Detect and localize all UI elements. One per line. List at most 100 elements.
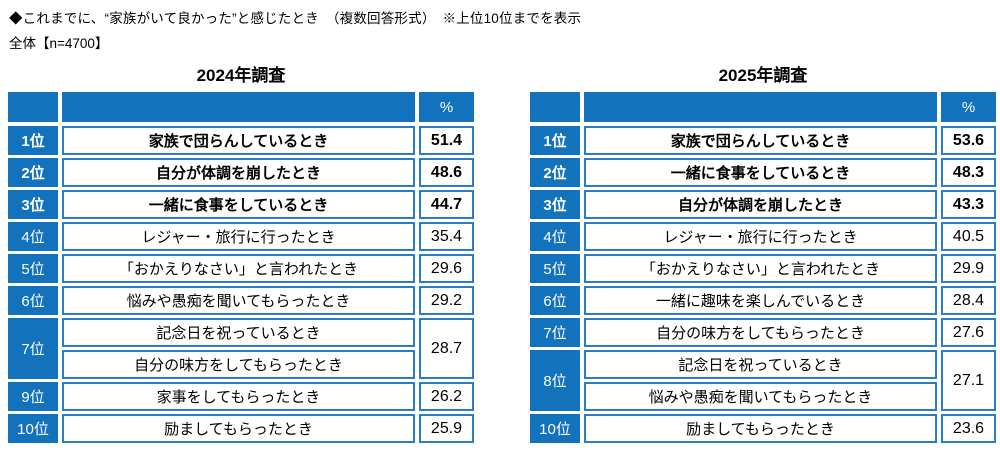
item-cells: 自分が体調を崩したとき (62, 158, 415, 187)
rank-cell: 6位 (530, 286, 580, 315)
item-cell: 一緒に食事をしているとき (584, 158, 937, 187)
percent-value-cell: 28.4 (941, 286, 996, 315)
item-cells: 「おかえりなさい」と言われたとき (584, 254, 937, 283)
percent-value-cell: 27.6 (941, 318, 996, 347)
rank-cell: 7位 (8, 318, 58, 379)
table-row: 10位 励ましてもらったとき 23.6 (530, 414, 996, 443)
table-row: 10位 励ましてもらったとき 25.9 (8, 414, 474, 443)
rank-cell: 3位 (530, 190, 580, 219)
item-cells: 「おかえりなさい」と言われたとき (62, 254, 415, 283)
item-cell: レジャー・旅行に行ったとき (62, 222, 415, 251)
table-row: 3位 一緒に食事をしているとき 44.7 (8, 190, 474, 219)
table-row: 1位 家族で団らんしているとき 53.6 (530, 126, 996, 155)
table-row: 9位 家事をしてもらったとき 26.2 (8, 382, 474, 411)
item-cells: レジャー・旅行に行ったとき (62, 222, 415, 251)
item-cell: 家事をしてもらったとき (62, 382, 415, 411)
table-row: 5位 「おかえりなさい」と言われたとき 29.6 (8, 254, 474, 283)
item-cells: 家事をしてもらったとき (62, 382, 415, 411)
rank-cell: 5位 (8, 254, 58, 283)
item-header-cell (584, 92, 937, 122)
item-cells: 家族で団らんしているとき (584, 126, 937, 155)
percent-value-cell: 43.3 (941, 190, 996, 219)
item-cells: 自分の味方をしてもらったとき (584, 318, 937, 347)
item-cells: 励ましてもらったとき (62, 414, 415, 443)
table-row: 3位 自分が体調を崩したとき 43.3 (530, 190, 996, 219)
item-cell: 「おかえりなさい」と言われたとき (62, 254, 415, 283)
percent-value-cell: 27.1 (941, 350, 996, 411)
percent-value-cell: 23.6 (941, 414, 996, 443)
table-row: 6位 一緒に趣味を楽しんでいるとき 28.4 (530, 286, 996, 315)
rank-cell: 4位 (530, 222, 580, 251)
rank-cell: 8位 (530, 350, 580, 411)
rank-cell: 10位 (530, 414, 580, 443)
table-row: 5位 「おかえりなさい」と言われたとき 29.9 (530, 254, 996, 283)
table-row: 7位 記念日を祝っているとき 自分の味方をしてもらったとき 28.7 (8, 318, 474, 379)
percent-value-cell: 40.5 (941, 222, 996, 251)
rank-cell: 10位 (8, 414, 58, 443)
percent-value-cell: 29.2 (419, 286, 474, 315)
item-cell: 自分の味方をしてもらったとき (584, 318, 937, 347)
item-cells: 一緒に食事をしているとき (584, 158, 937, 187)
rank-header-cell (8, 92, 58, 122)
percent-value-cell: 48.6 (419, 158, 474, 187)
table-header-row: % (530, 92, 996, 122)
table-rows: 1位 家族で団らんしているとき 51.4 2位 自分が体調を崩したとき 48.6 3位 一緒に… (8, 126, 474, 443)
rank-cell: 4位 (8, 222, 58, 251)
table-rows: 1位 家族で団らんしているとき 53.6 2位 一緒に食事をしているとき 48.3 3位 自分… (530, 126, 996, 443)
figure-caption: ◆これまでに、“家族がいて良かった”と感じたとき （複数回答形式） ※上位10位… (9, 11, 582, 26)
item-cell: レジャー・旅行に行ったとき (584, 222, 937, 251)
rank-cell: 2位 (530, 158, 580, 187)
item-cell: 自分が体調を崩したとき (584, 190, 937, 219)
item-cells: レジャー・旅行に行ったとき (584, 222, 937, 251)
rank-cell: 2位 (8, 158, 58, 187)
table-row: 1位 家族で団らんしているとき 51.4 (8, 126, 474, 155)
table-row: 6位 悩みや愚痴を聞いてもらったとき 29.2 (8, 286, 474, 315)
table-title-2024: 2024年調査 (196, 66, 286, 85)
item-header-cell (62, 92, 415, 122)
table-row: 4位 レジャー・旅行に行ったとき 40.5 (530, 222, 996, 251)
tables-container: 2024年調査 % 1位 家族で団らんしているとき 51.4 2位 自分が体調を崩したと… (8, 66, 996, 446)
percent-value-cell: 29.6 (419, 254, 474, 283)
item-cells: 悩みや愚痴を聞いてもらったとき (62, 286, 415, 315)
item-cell: 家族で団らんしているとき (62, 126, 415, 155)
percent-value-cell: 44.7 (419, 190, 474, 219)
table-2025: 2025年調査 % 1位 家族で団らんしているとき 53.6 2位 一緒に食事をしている… (530, 66, 996, 446)
percent-value-cell: 51.4 (419, 126, 474, 155)
item-cell: 悩みや愚痴を聞いてもらったとき (584, 382, 937, 411)
item-cell: 記念日を祝っているとき (62, 318, 415, 347)
item-cells: 一緒に趣味を楽しんでいるとき (584, 286, 937, 315)
percent-value-cell: 28.7 (419, 318, 474, 379)
item-cells: 家族で団らんしているとき (62, 126, 415, 155)
item-cell: 励ましてもらったとき (584, 414, 937, 443)
item-cells: 記念日を祝っているとき 悩みや愚痴を聞いてもらったとき (584, 350, 937, 411)
item-cells: 一緒に食事をしているとき (62, 190, 415, 219)
table-row: 2位 一緒に食事をしているとき 48.3 (530, 158, 996, 187)
item-cell: 自分の味方をしてもらったとき (62, 350, 415, 379)
rank-cell: 1位 (530, 126, 580, 155)
item-cell: 一緒に趣味を楽しんでいるとき (584, 286, 937, 315)
item-cell: 家族で団らんしているとき (584, 126, 937, 155)
sample-size-label: 全体【n=4700】 (9, 36, 109, 51)
item-cell: 励ましてもらったとき (62, 414, 415, 443)
percent-value-cell: 48.3 (941, 158, 996, 187)
rank-cell: 5位 (530, 254, 580, 283)
percent-value-cell: 25.9 (419, 414, 474, 443)
table-2024: 2024年調査 % 1位 家族で団らんしているとき 51.4 2位 自分が体調を崩したと… (8, 66, 474, 446)
rank-cell: 7位 (530, 318, 580, 347)
item-cells: 励ましてもらったとき (584, 414, 937, 443)
percent-value-cell: 35.4 (419, 222, 474, 251)
percent-value-cell: 53.6 (941, 126, 996, 155)
item-cell: 「おかえりなさい」と言われたとき (584, 254, 937, 283)
table-row: 4位 レジャー・旅行に行ったとき 35.4 (8, 222, 474, 251)
percent-value-cell: 29.9 (941, 254, 996, 283)
table-row: 8位 記念日を祝っているとき 悩みや愚痴を聞いてもらったとき 27.1 (530, 350, 996, 411)
item-cell: 悩みや愚痴を聞いてもらったとき (62, 286, 415, 315)
item-cell: 自分が体調を崩したとき (62, 158, 415, 187)
table-title-2025: 2025年調査 (718, 66, 808, 85)
rank-cell: 6位 (8, 286, 58, 315)
item-cells: 記念日を祝っているとき 自分の味方をしてもらったとき (62, 318, 415, 379)
rank-cell: 1位 (8, 126, 58, 155)
item-cells: 自分が体調を崩したとき (584, 190, 937, 219)
percent-header-cell: % (419, 92, 474, 122)
